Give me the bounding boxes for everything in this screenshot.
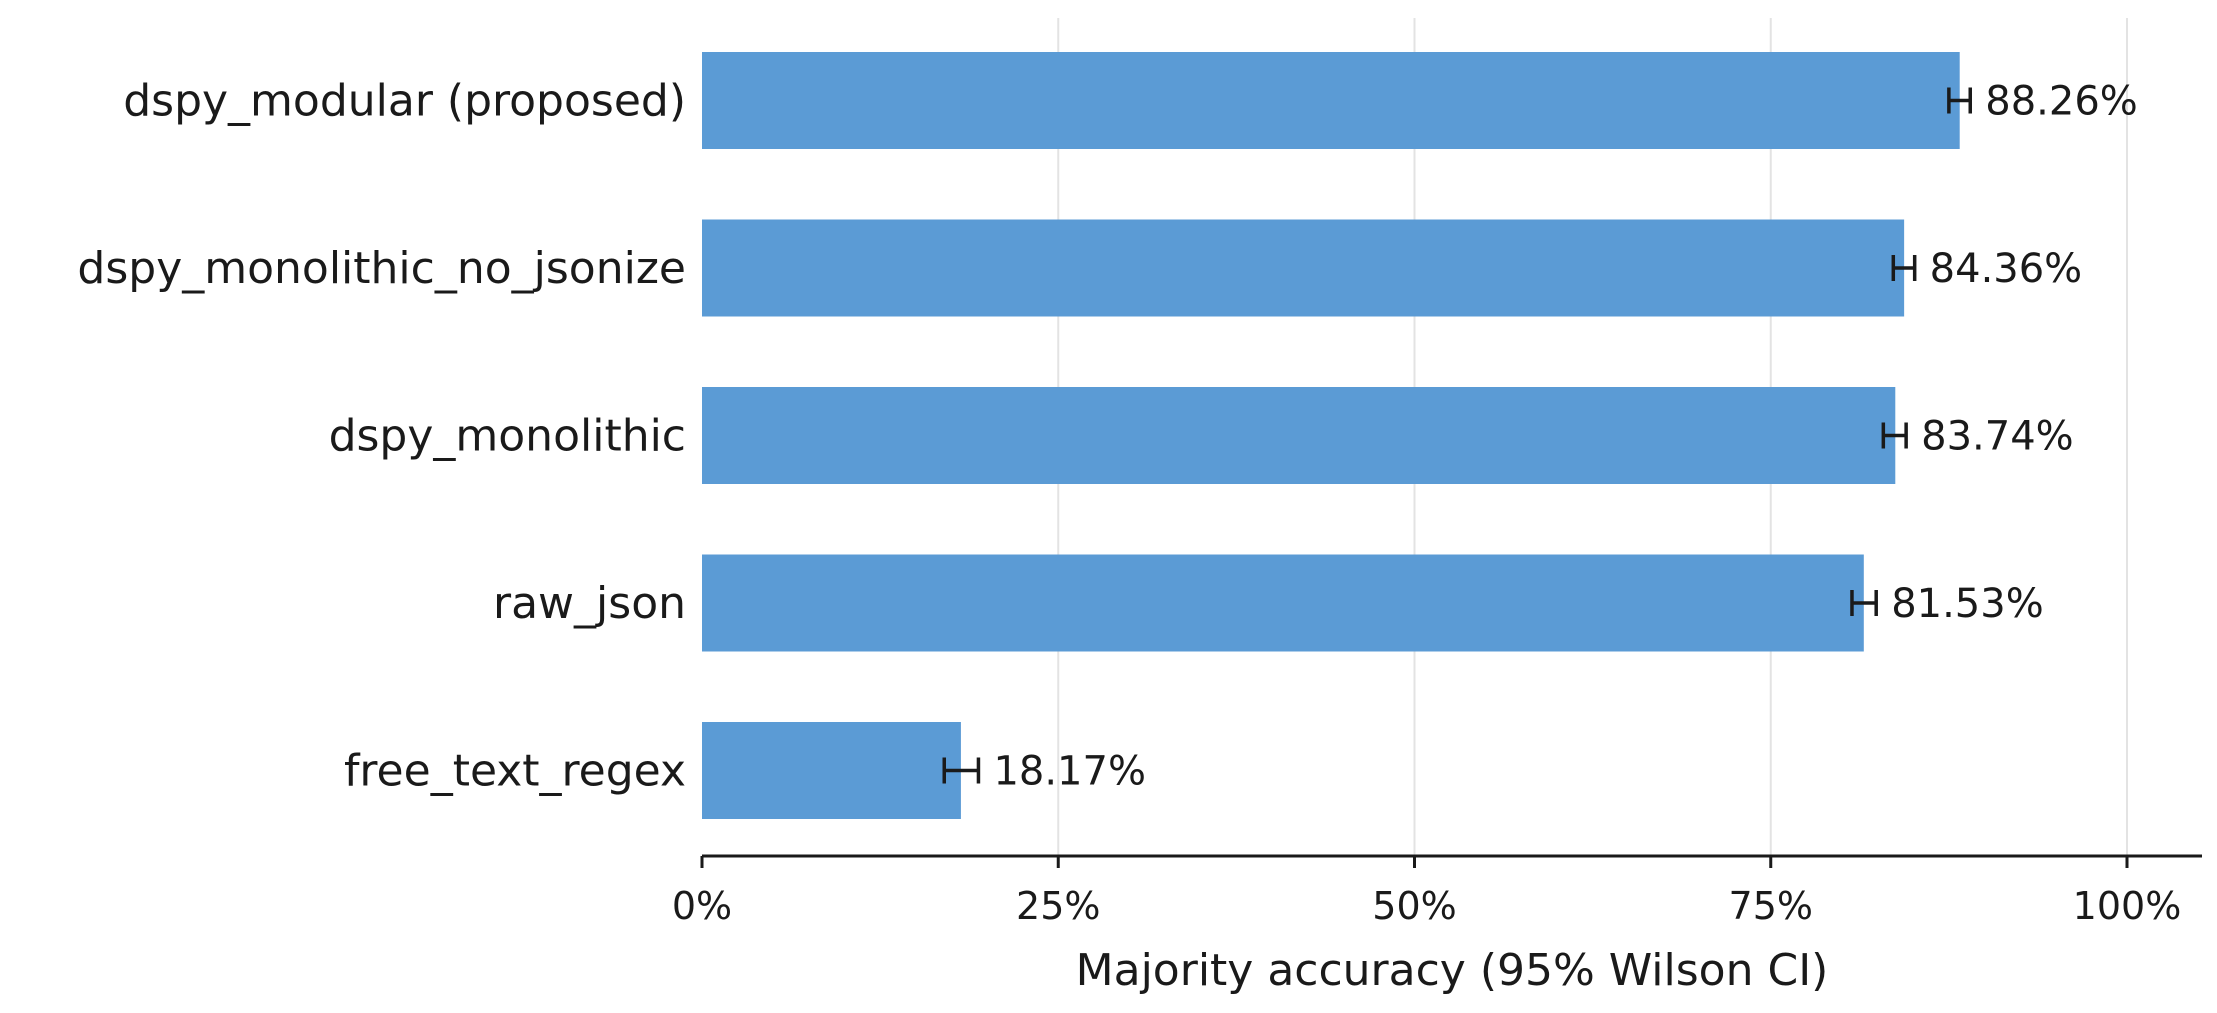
error-bar bbox=[942, 757, 981, 784]
category-label: dspy_monolithic_no_jsonize bbox=[77, 243, 686, 294]
error-bar bbox=[1947, 87, 1972, 114]
bar bbox=[702, 387, 1896, 484]
value-label: 83.74% bbox=[1921, 414, 2074, 460]
value-label: 84.36% bbox=[1930, 246, 2083, 292]
bar bbox=[702, 52, 1960, 149]
bar bbox=[702, 554, 1864, 652]
bar bbox=[702, 722, 961, 819]
x-axis: 0% 25% 50% 75% 100% bbox=[672, 854, 2202, 928]
x-axis-title: Majority accuracy (95% Wilson CI) bbox=[1076, 945, 1829, 996]
error-bar bbox=[1881, 422, 1908, 449]
x-tick-label: 75% bbox=[1729, 884, 1813, 928]
value-label: 81.53% bbox=[1891, 581, 2044, 627]
x-tick-label: 50% bbox=[1372, 884, 1456, 928]
category-label: raw_json bbox=[493, 578, 686, 629]
error-bar bbox=[1891, 255, 1917, 281]
category-label: dspy_monolithic bbox=[329, 411, 686, 462]
labels: dspy_modular (proposed) 88.26% dspy_monoli… bbox=[77, 76, 2137, 797]
value-label: 18.17% bbox=[993, 749, 1146, 795]
bars bbox=[702, 52, 1960, 819]
error-bar bbox=[1850, 590, 1878, 616]
category-label: free_text_regex bbox=[344, 746, 686, 797]
error-bars bbox=[942, 87, 1972, 784]
x-tick-label: 25% bbox=[1016, 884, 1100, 928]
value-label: 88.26% bbox=[1985, 79, 2138, 125]
bar bbox=[702, 219, 1905, 317]
x-tick-label: 0% bbox=[672, 884, 732, 928]
category-label: dspy_modular (proposed) bbox=[123, 76, 686, 127]
x-tick-label: 100% bbox=[2073, 884, 2182, 928]
